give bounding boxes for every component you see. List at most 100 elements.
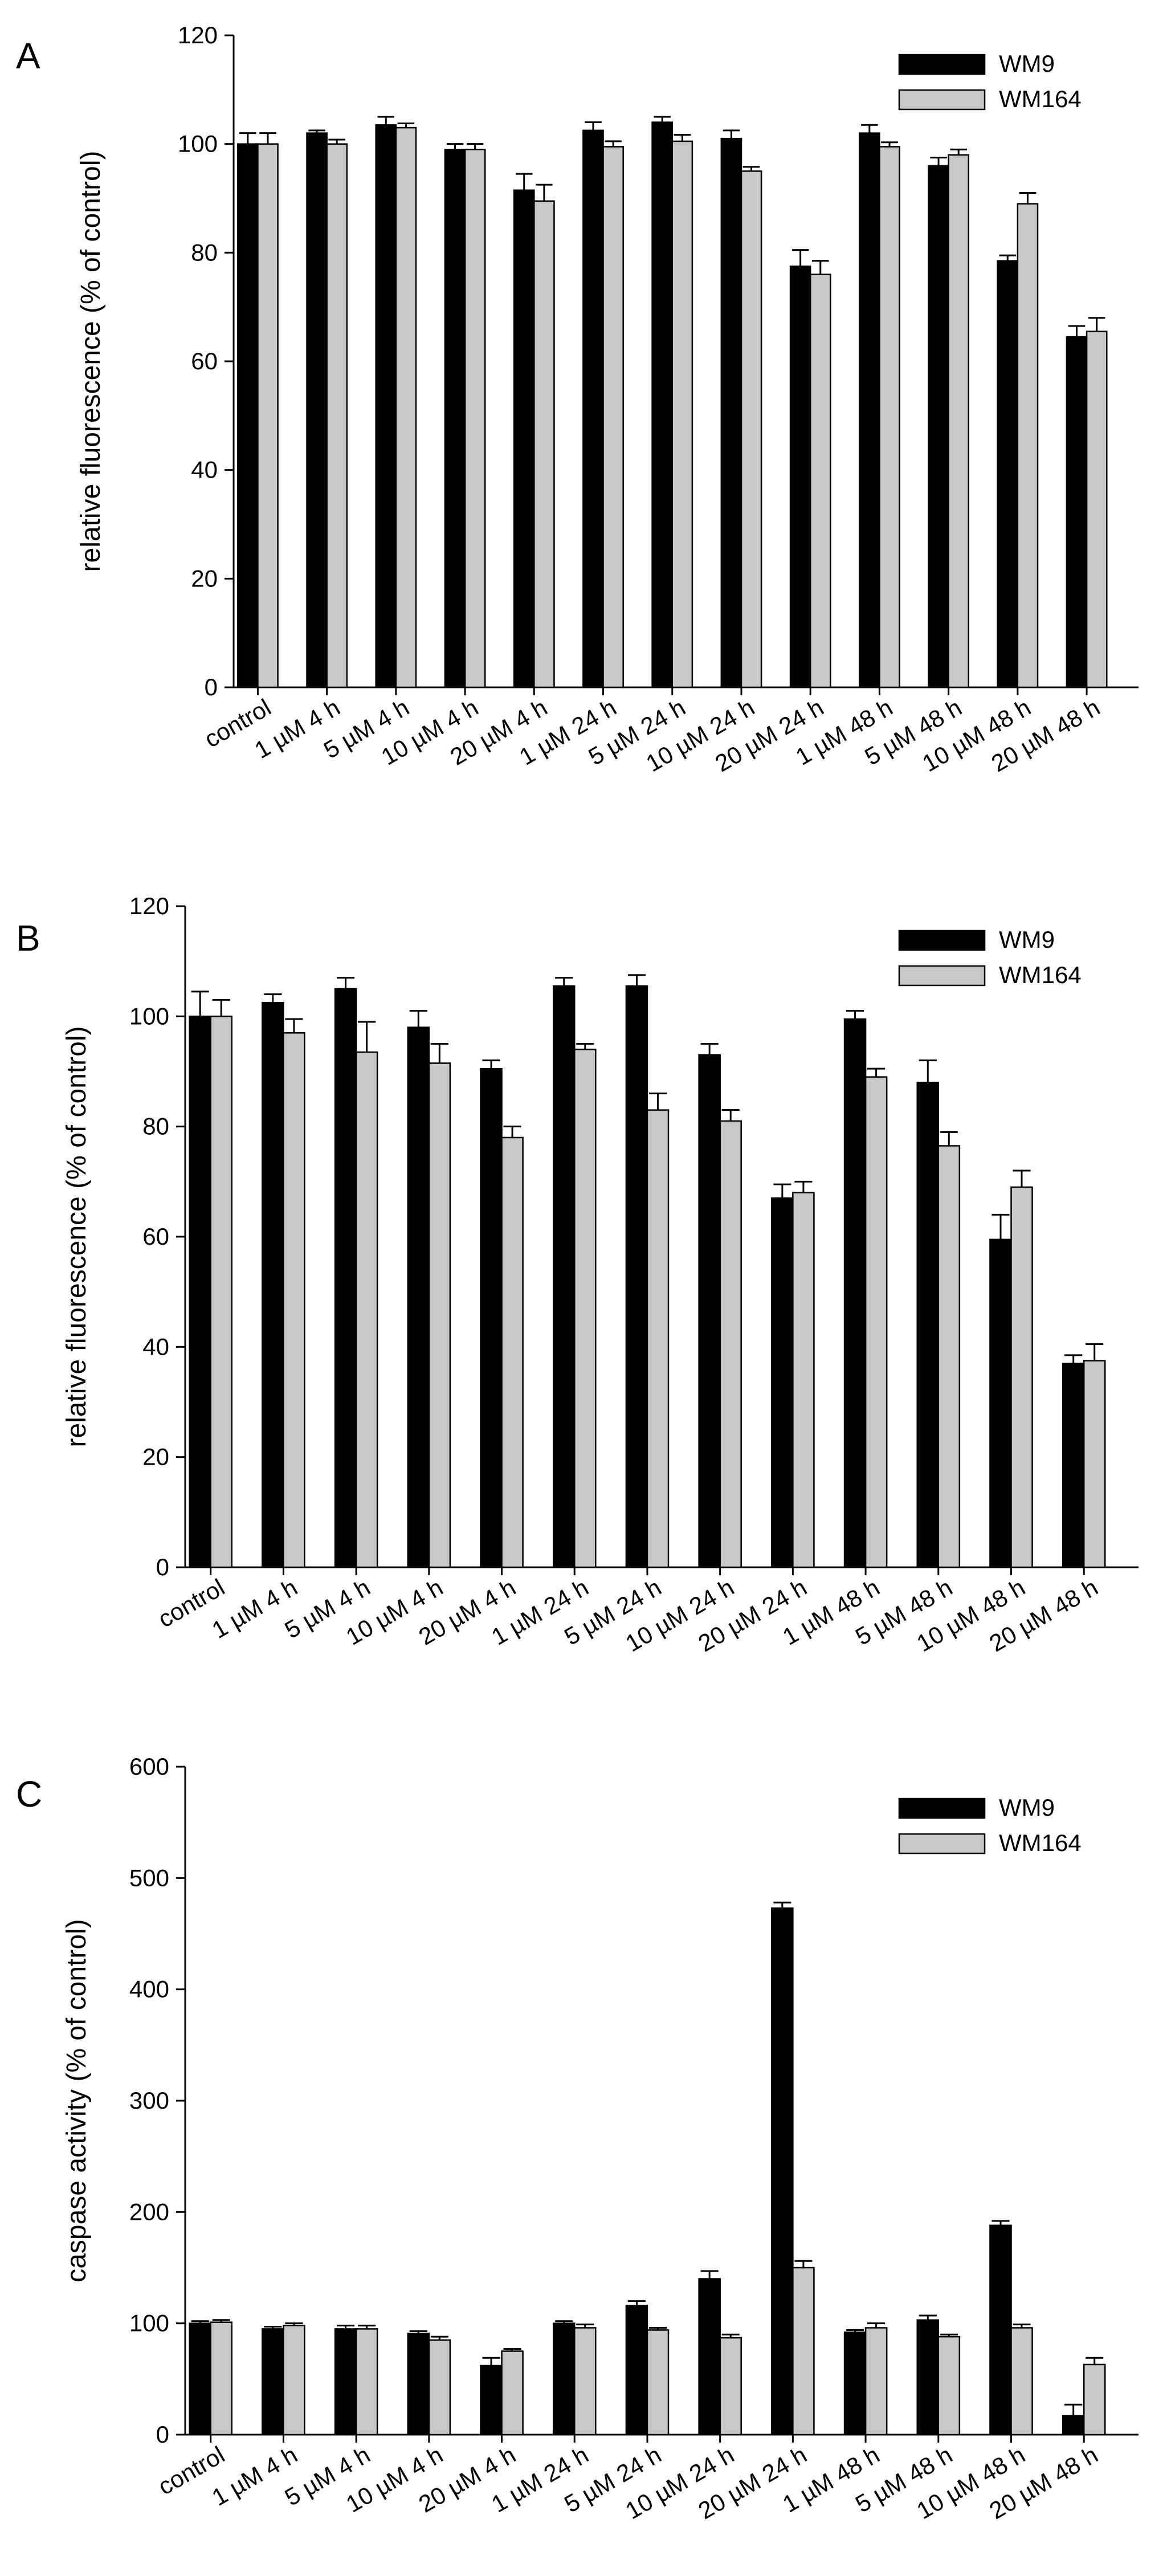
panel-c-legend-swatch-wm164: [898, 1833, 986, 1854]
panel-c-legend-swatch-wm9: [898, 1798, 986, 1819]
panel-b-bar-wm9: [552, 985, 576, 1568]
panel-c-bar-wm164: [719, 2337, 742, 2436]
panel-c-y-axis-label: caspase activity (% of control): [62, 1919, 92, 2282]
panel-a-y-tick-label: 20: [191, 565, 218, 592]
panel-b-y-tick-label: 20: [142, 1444, 169, 1470]
panel-a-bar-wm164: [395, 127, 417, 688]
panel-a-bar-wm9: [859, 132, 880, 688]
panel-c-bar-wm9: [262, 2328, 284, 2436]
panel-a-bar-wm9: [513, 189, 535, 688]
panel-c-y-tick-label: 0: [156, 2421, 169, 2448]
panel-b-bar-wm9: [916, 1082, 940, 1568]
panel-c-y-tick-label: 200: [129, 2198, 169, 2225]
panel-a-bar-wm164: [809, 274, 831, 688]
panel-b-legend-swatch-wm9: [898, 930, 986, 951]
panel-b-legend-label-wm164: WM164: [999, 961, 1082, 988]
panel-a-bar-wm9: [789, 265, 811, 688]
panel-c-y-tick-label: 600: [129, 1753, 169, 1780]
panel-b-bar-wm164: [864, 1076, 888, 1568]
panel-c-bar-wm9: [334, 2328, 357, 2436]
panel-c-bar-wm164: [210, 2321, 232, 2436]
panel-b-bar-wm9: [334, 988, 357, 1568]
panel-a-bar-wm9: [928, 165, 949, 688]
panel-a-bar-wm9: [651, 121, 674, 688]
panel-a-bar-wm9: [306, 132, 328, 688]
panel-c-bar-wm164: [1083, 2363, 1106, 2436]
panel-c-bar-wm9: [843, 2332, 867, 2436]
panel-c-chart: C 0 100 200 300 400 500 600 caspase activity (% …: [16, 1753, 1139, 2524]
panel-c-bar-wm164: [428, 2339, 451, 2436]
panel-c-bar-wm9: [698, 2278, 721, 2436]
panel-b-bar-wm9: [189, 1016, 211, 1568]
panel-a-bar-wm164: [326, 143, 348, 688]
panel-a-legend-swatch-wm9: [898, 54, 986, 75]
panel-a-bar-wm9: [720, 137, 742, 688]
panel-b-bar-wm164: [283, 1032, 305, 1568]
panel-a-bar-wm164: [602, 146, 624, 688]
panel-a-bar-wm164: [1086, 331, 1108, 688]
panel-c-bar-wm164: [355, 2328, 378, 2436]
panel-a-bar-wm164: [879, 146, 900, 688]
panel-b-bar-wm9: [1062, 1363, 1085, 1568]
panel-c-legend-label-wm9: WM9: [999, 1794, 1055, 1821]
panel-b-y-tick-label: 120: [129, 892, 169, 919]
panel-b-chart: B 0 20 40 60 80 100 120 relative fluorescence (%…: [16, 892, 1139, 1657]
panel-a-y-tick-label: 80: [191, 239, 218, 266]
panel-a-bar-wm9: [582, 129, 604, 688]
panel-c-letter: C: [16, 1774, 42, 1815]
panel-b-bar-wm164: [792, 1192, 815, 1568]
panel-b-y-axis-label: relative fluorescence (% of control): [62, 1026, 92, 1448]
panel-a-letter: A: [16, 35, 40, 76]
panel-a-bar-wm164: [948, 154, 970, 688]
panel-a-bar-wm9: [375, 124, 397, 688]
panel-a-bar-wm164: [740, 170, 762, 688]
panel-a-legend-label-wm9: WM9: [999, 50, 1055, 77]
panel-a-y-tick-label: 120: [178, 22, 218, 48]
panel-b-bar-wm9: [480, 1067, 503, 1568]
panel-b-bar-wm164: [428, 1062, 451, 1568]
panel-b-bar-wm164: [573, 1049, 597, 1568]
panel-c-y-tick-label: 100: [129, 2310, 169, 2337]
panel-b-bar-wm9: [625, 985, 648, 1568]
panel-a-y-axis-label: relative fluorescence (% of control): [76, 151, 106, 572]
panel-b-bar-wm164: [355, 1051, 378, 1568]
panel-c-bar-wm164: [646, 2329, 670, 2436]
panel-c-bar-wm9: [625, 2305, 648, 2436]
panel-b-letter: B: [16, 918, 40, 959]
panel-c-bar-wm164: [501, 2350, 524, 2436]
panel-b-legend-label-wm9: WM9: [999, 926, 1055, 953]
panel-c-bar-wm9: [1062, 2415, 1085, 2436]
panel-a-y-tick-label: 100: [178, 131, 218, 157]
panel-b-bar-wm9: [262, 1001, 284, 1568]
panel-a-y-tick-label: 60: [191, 348, 218, 374]
panel-b-bar-wm164: [719, 1120, 742, 1568]
panel-b-y-tick-label: 60: [142, 1223, 169, 1250]
panel-a-bar-wm164: [1017, 203, 1039, 688]
panel-a-bar-wm164: [464, 148, 486, 688]
panel-c-bar-wm164: [864, 2327, 888, 2436]
panel-a-legend-swatch-wm164: [898, 89, 986, 111]
panel-c-bar-wm164: [937, 2335, 961, 2436]
panel-a-bar-wm164: [257, 143, 279, 688]
panel-b-y-tick-label: 100: [129, 1002, 169, 1029]
panel-b-bar-wm164: [501, 1136, 524, 1568]
panel-c-bar-wm9: [189, 2322, 211, 2436]
panel-b-bar-wm9: [698, 1054, 721, 1568]
panel-c-bar-wm164: [792, 2267, 815, 2436]
panel-b-legend-swatch-wm164: [898, 965, 986, 987]
panel-b-y-tick-label: 80: [142, 1113, 169, 1140]
panel-a-bar-wm9: [997, 260, 1019, 688]
panel-a-bar-wm9: [1066, 336, 1088, 688]
panel-c-bar-wm164: [283, 2325, 305, 2436]
panel-c-bar-wm9: [407, 2332, 430, 2436]
panel-a-bar-wm164: [671, 140, 693, 688]
panel-a-bar-wm164: [533, 200, 555, 688]
panel-c-bar-wm9: [771, 1907, 794, 2436]
panel-c-bar-wm9: [480, 2365, 503, 2436]
panel-b-y-tick-label: 0: [156, 1554, 169, 1580]
panel-b-bar-wm9: [843, 1018, 867, 1568]
panel-a-bar-wm9: [237, 143, 259, 688]
panel-a-y-tick-label: 0: [205, 674, 218, 700]
panel-b-bar-wm9: [771, 1197, 794, 1568]
